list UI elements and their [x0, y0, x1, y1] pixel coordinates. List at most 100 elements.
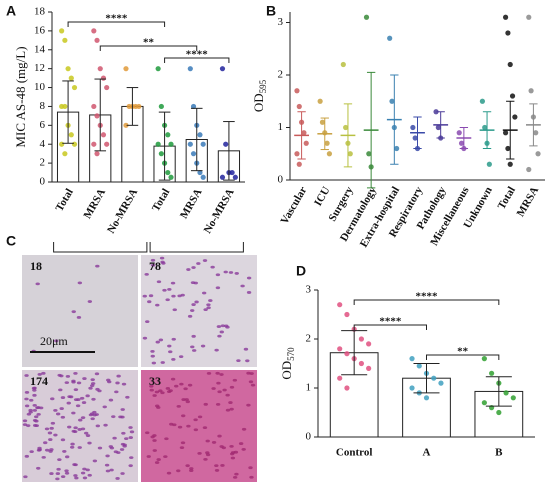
x-tick-label: ICU	[312, 185, 333, 209]
cell	[147, 300, 152, 304]
cell	[114, 390, 119, 394]
data-point	[123, 122, 129, 128]
cell	[24, 390, 30, 394]
cell	[82, 467, 87, 471]
cell	[36, 412, 41, 416]
cell	[211, 441, 217, 444]
significance-bracket	[353, 324, 427, 330]
cell	[216, 381, 221, 385]
cell	[150, 354, 155, 358]
data-point	[435, 124, 441, 131]
data-point	[410, 124, 416, 131]
data-point	[155, 66, 161, 72]
cell	[228, 271, 234, 274]
cell	[178, 355, 184, 359]
cell	[205, 451, 210, 455]
data-point	[502, 130, 509, 136]
cell	[191, 349, 197, 352]
cell	[171, 294, 176, 298]
cell	[215, 286, 221, 290]
cell	[225, 393, 230, 397]
micrograph	[141, 370, 257, 482]
y-tick-label: 1	[306, 382, 312, 394]
data-point	[512, 114, 518, 120]
data-point	[389, 98, 395, 104]
cell	[121, 431, 126, 435]
data-point	[489, 370, 495, 376]
cell	[160, 260, 165, 264]
y-tick-label: 2	[306, 333, 312, 345]
data-point	[65, 66, 71, 72]
data-point	[409, 356, 415, 362]
data-point	[165, 132, 171, 138]
cell	[170, 377, 176, 381]
cell	[189, 467, 194, 470]
cell	[57, 458, 62, 461]
cell	[148, 294, 154, 298]
significance-label: ****	[105, 13, 128, 25]
cell	[154, 390, 160, 394]
cell	[164, 437, 169, 441]
cell	[49, 448, 54, 451]
cell	[124, 437, 129, 441]
cell	[168, 389, 173, 393]
y-tick-label: 2	[40, 157, 46, 169]
data-point	[62, 151, 68, 157]
cell	[211, 387, 216, 390]
cell	[208, 299, 213, 302]
cell	[144, 272, 149, 276]
cell	[94, 372, 100, 376]
significance-label: ****	[379, 316, 402, 328]
cell	[191, 334, 196, 338]
cell	[223, 270, 228, 274]
cell	[206, 306, 211, 310]
cell	[59, 407, 64, 410]
cell	[64, 471, 70, 475]
cell	[73, 398, 79, 402]
data-point	[97, 66, 103, 72]
cell	[181, 414, 186, 418]
data-point	[337, 346, 343, 352]
cell	[232, 475, 238, 479]
cell	[203, 457, 208, 461]
y-axis-label-text: OD	[251, 93, 266, 112]
cell	[214, 464, 219, 468]
cell	[210, 265, 215, 269]
cell	[187, 314, 193, 318]
cell	[64, 455, 70, 459]
cell	[249, 475, 254, 479]
data-point	[187, 66, 193, 72]
cell	[85, 468, 90, 472]
cell	[55, 472, 61, 475]
data-point	[158, 151, 164, 157]
data-point	[219, 174, 226, 180]
data-point	[190, 103, 197, 110]
cell	[129, 430, 135, 434]
data-point	[62, 37, 68, 43]
cell	[108, 445, 114, 448]
y-tick-label: 3	[278, 16, 284, 28]
cell	[80, 416, 86, 420]
y-tick-label: 1	[278, 121, 284, 133]
cell	[165, 387, 171, 390]
cell	[44, 427, 50, 431]
cell	[165, 298, 170, 302]
cell	[31, 386, 37, 390]
x-tick-label: B	[495, 447, 503, 459]
data-point	[68, 75, 74, 81]
cell	[84, 431, 89, 435]
data-point	[104, 141, 110, 147]
data-point	[481, 356, 487, 362]
cell	[35, 282, 40, 286]
cell	[35, 406, 40, 410]
cell	[34, 415, 39, 419]
cell	[193, 418, 198, 422]
panel-label: C	[6, 233, 16, 249]
cell	[201, 291, 207, 295]
y-tick-label: 6	[40, 119, 46, 131]
cell	[32, 408, 38, 412]
cell	[246, 291, 252, 294]
data-point	[301, 130, 307, 136]
cell	[120, 472, 125, 475]
cell	[203, 402, 208, 406]
